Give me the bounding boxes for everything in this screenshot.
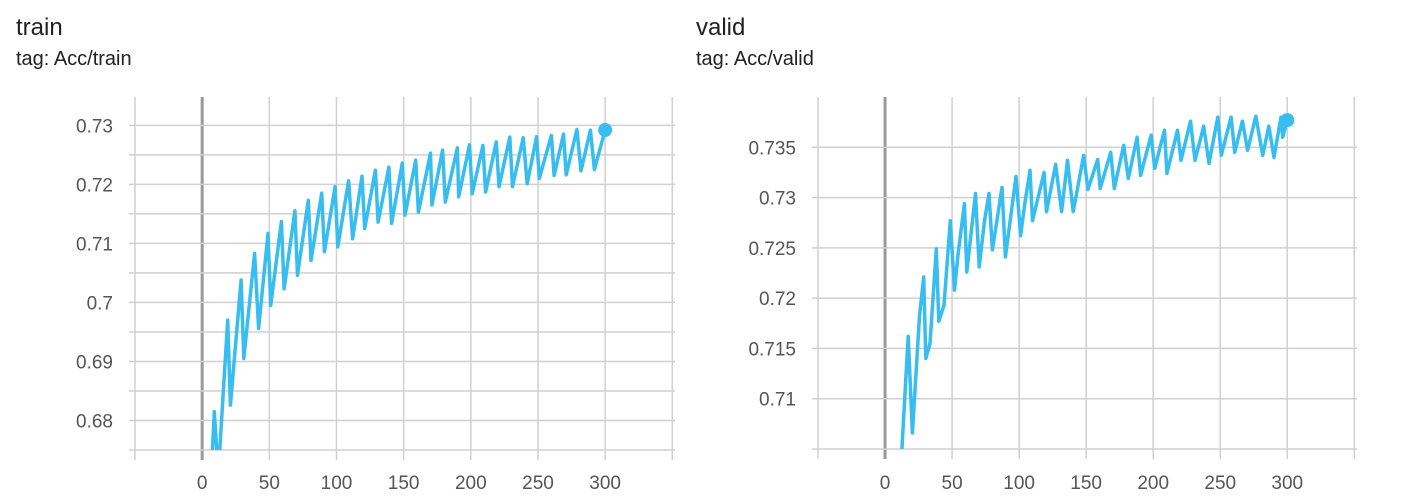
y-tick-label: 0.72 <box>76 175 113 196</box>
x-tick-label: 150 <box>1070 473 1102 494</box>
x-tick-label: 150 <box>388 473 420 494</box>
x-tick-label: 0 <box>880 473 891 494</box>
chart-title: train <box>16 14 63 41</box>
last-point-marker <box>1280 113 1295 128</box>
y-tick-label: 0.715 <box>748 339 796 360</box>
y-tick-label: 0.71 <box>76 234 113 255</box>
y-tick-label: 0.7 <box>87 293 113 314</box>
y-tick-label: 0.71 <box>759 390 796 411</box>
y-tick-label: 0.69 <box>76 352 113 373</box>
series-line <box>210 127 607 450</box>
valid-chart-plot[interactable]: 0.71 0.715 0.72 0.725 0.73 0.735 0 50 100 150 200 2… <box>680 0 1370 504</box>
chart-subtitle: tag: Acc/valid <box>696 48 814 70</box>
x-tick-label: 50 <box>259 473 280 494</box>
train-chart-card: train tag: Acc/train 0.68 0.69 0.7 0.71 0.72… <box>0 0 690 504</box>
train-chart-plot[interactable]: 0.68 0.69 0.7 0.71 0.72 0.73 0 50 100 150 200 250 30… <box>0 0 690 504</box>
x-tick-label: 300 <box>1271 473 1303 494</box>
series-line <box>900 114 1289 449</box>
last-point-marker <box>598 123 613 138</box>
valid-chart-card: valid tag: Acc/valid 0.71 0.715 0.72 0.725 0… <box>680 0 1370 504</box>
x-tick-label: 50 <box>942 473 963 494</box>
y-tick-label: 0.73 <box>759 189 796 210</box>
y-tick-label: 0.72 <box>759 289 796 310</box>
chart-title: valid <box>696 14 746 41</box>
x-tick-label: 200 <box>455 473 487 494</box>
chart-subtitle: tag: Acc/train <box>16 48 132 70</box>
x-tick-label: 200 <box>1137 473 1169 494</box>
x-tick-label: 0 <box>197 473 208 494</box>
y-tick-label: 0.68 <box>76 411 113 432</box>
x-tick-label: 100 <box>321 473 353 494</box>
x-tick-label: 300 <box>589 473 621 494</box>
y-tick-label: 0.735 <box>748 138 796 159</box>
y-tick-label: 0.73 <box>76 116 113 137</box>
x-tick-label: 100 <box>1003 473 1035 494</box>
x-tick-label: 250 <box>522 473 554 494</box>
x-tick-label: 250 <box>1204 473 1236 494</box>
y-tick-label: 0.725 <box>748 239 796 260</box>
